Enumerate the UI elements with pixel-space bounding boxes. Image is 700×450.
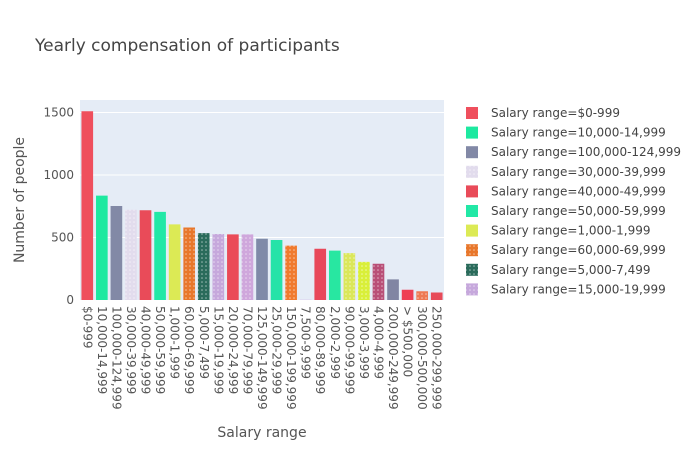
x-tick-label: 7,500-9,999 <box>299 306 313 379</box>
x-tick-label: 20,000-24,999 <box>226 306 240 394</box>
bar-pattern <box>212 234 225 300</box>
legend-swatch <box>466 205 478 217</box>
bar[interactable] <box>96 195 108 300</box>
legend-label: Salary range=$0-999 <box>491 106 620 120</box>
x-tick-label: 50,000-59,999 <box>153 306 167 394</box>
legend-item[interactable]: Salary range=15,000-19,999 <box>466 282 666 296</box>
x-tick-label: 5,000-7,499 <box>197 306 211 379</box>
legend-swatch <box>466 107 478 119</box>
legend-item[interactable]: Salary range=$0-999 <box>466 106 620 120</box>
bar[interactable] <box>314 248 327 300</box>
bar[interactable] <box>401 289 414 300</box>
legend-label: Salary range=10,000-14,999 <box>491 126 666 140</box>
y-ticks: 0 500 1000 1500 <box>43 106 74 308</box>
legend-label: Salary range=50,000-59,999 <box>491 204 666 218</box>
bar[interactable] <box>168 224 181 300</box>
bar-pattern <box>285 245 297 300</box>
legend-label: Salary range=1,000-1,999 <box>491 224 651 238</box>
x-tick-label: 250,000-299,999 <box>430 306 444 410</box>
x-tick-label: 100,000-124,999 <box>109 306 123 410</box>
y-axis-title: Number of people <box>12 137 28 263</box>
bar[interactable] <box>328 250 341 300</box>
legend-label: Salary range=60,000-69,999 <box>491 243 666 257</box>
bar[interactable] <box>81 111 94 300</box>
y-tick-label: 1500 <box>43 106 74 120</box>
legend-swatch <box>466 126 478 139</box>
legend-swatch-pattern <box>466 263 478 276</box>
legend-label: Salary range=40,000-49,999 <box>491 184 666 198</box>
x-axis-title: Salary range <box>217 425 306 441</box>
x-tick-label: 4,000-4,999 <box>371 306 385 379</box>
legend-label: Salary range=5,000-7,499 <box>491 263 651 277</box>
x-tick-label: 125,000-149,999 <box>255 306 269 410</box>
chart-title: Yearly compensation of participants <box>34 36 340 56</box>
x-tick-label: 30,000-39,999 <box>124 306 138 394</box>
bar[interactable] <box>110 206 123 300</box>
bars <box>81 111 443 301</box>
legend-label: Salary range=100,000-124,999 <box>491 145 681 159</box>
bar[interactable] <box>154 211 166 300</box>
legend-swatch-pattern <box>466 165 478 178</box>
bar[interactable] <box>256 238 268 300</box>
y-tick-label: 1000 <box>43 168 74 182</box>
x-tick-label: 25,000-29,999 <box>270 306 284 394</box>
x-tick-label: $0-999 <box>80 306 94 349</box>
legend-item[interactable]: Salary range=10,000-14,999 <box>466 126 666 140</box>
x-tick-label: 300,000-500,000 <box>415 306 429 410</box>
legend-label: Salary range=15,000-19,999 <box>491 282 666 296</box>
bar[interactable] <box>227 234 239 300</box>
legend-swatch <box>466 185 478 198</box>
x-tick-label: 90,000-99,999 <box>342 306 356 394</box>
x-tick-label: 70,000-79,999 <box>240 306 254 394</box>
bar[interactable] <box>430 292 443 301</box>
x-tick-label: 3,000-3,999 <box>357 306 371 379</box>
x-tick-label: 1,000-1,999 <box>168 306 182 379</box>
bar-pattern <box>343 253 356 300</box>
x-tick-label: 80,000-89,999 <box>313 306 327 394</box>
x-tick-label: 10,000-14,999 <box>95 306 109 394</box>
bar[interactable] <box>387 279 399 300</box>
legend-item[interactable]: Salary range=60,000-69,999 <box>466 243 666 257</box>
legend-item[interactable]: Salary range=40,000-49,999 <box>466 184 666 198</box>
bar-pattern <box>197 233 210 300</box>
bar-pattern <box>372 263 385 300</box>
bar-pattern <box>241 234 254 300</box>
legend[interactable]: Salary range=$0-999 Salary range=10,000-1… <box>466 106 681 296</box>
x-tick-label: 200,000-249,999 <box>386 306 400 410</box>
legend-item[interactable]: Salary range=50,000-59,999 <box>466 204 666 218</box>
legend-item[interactable]: Salary range=30,000-39,999 <box>466 165 666 179</box>
x-tick-label: 15,000-19,999 <box>211 306 225 394</box>
bar-pattern <box>358 261 370 300</box>
y-tick-label: 0 <box>66 293 74 307</box>
legend-swatch-pattern <box>466 244 478 257</box>
legend-item[interactable]: Salary range=100,000-124,999 <box>466 145 681 159</box>
x-tick-label: > $500,000 <box>401 306 415 377</box>
y-tick-label: 500 <box>51 231 74 245</box>
x-tick-label: 60,000-69,999 <box>182 306 196 394</box>
bar[interactable] <box>139 210 152 300</box>
bar-pattern <box>416 291 428 300</box>
legend-swatch <box>466 146 478 159</box>
x-tick-label: 40,000-49,999 <box>139 306 153 394</box>
legend-swatch <box>466 224 478 237</box>
bar-pattern <box>183 227 196 300</box>
x-ticks: $0-999 10,000-14,999 100,000-124,999 30,000… <box>80 306 443 410</box>
legend-item[interactable]: Salary range=1,000-1,999 <box>466 224 651 238</box>
x-tick-label: 150,000-199,999 <box>284 306 298 410</box>
legend-label: Salary range=30,000-39,999 <box>491 165 666 179</box>
bar-pattern <box>125 209 137 300</box>
legend-swatch-pattern <box>466 283 478 296</box>
x-tick-label: 2,000-2,999 <box>328 306 342 379</box>
legend-item[interactable]: Salary range=5,000-7,499 <box>466 263 651 277</box>
bar[interactable] <box>270 240 283 300</box>
